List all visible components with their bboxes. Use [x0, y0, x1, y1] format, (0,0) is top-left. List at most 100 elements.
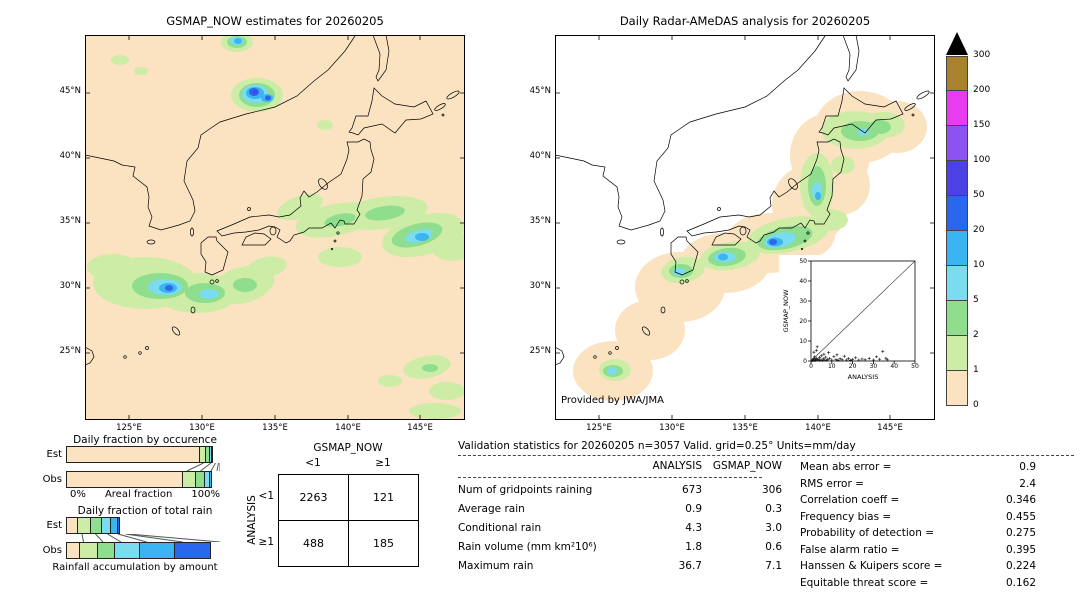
- stat-label: Average rain: [458, 503, 525, 515]
- colorbar-over-max-triangle: [946, 32, 968, 55]
- est-row-label: Est: [46, 520, 62, 531]
- metric-label: Mean abs error =: [800, 461, 892, 473]
- totalrain-est-bar: [66, 517, 216, 534]
- stat-label: Maximum rain: [458, 560, 534, 572]
- stat-analysis-value: 36.7: [678, 560, 702, 572]
- occurrence-obs-row: Obs: [40, 471, 232, 488]
- metric-value: 0.224: [1005, 560, 1036, 572]
- metric-row: Mean abs error = 0.9: [800, 459, 1036, 476]
- metric-label: False alarm ratio =: [800, 543, 900, 556]
- inset-x-tick: 50: [911, 363, 919, 370]
- colorbar: 300 200 150 100 50 20 10 5 2 1 0: [946, 32, 990, 410]
- colorbar-label: 150: [973, 120, 991, 130]
- gsmap-map-svg: [85, 35, 465, 420]
- lat-tick: 25°N: [529, 346, 551, 356]
- validation-stats: Validation statistics for 20260205 n=305…: [458, 440, 1074, 591]
- inset-y-tick: 40: [799, 278, 807, 285]
- bar-segment: [182, 471, 196, 488]
- colorbar-labels: 300 200 150 100 50 20 10 5 2 1 0: [973, 50, 1007, 410]
- stat-gsmap-value: 3.0: [765, 522, 782, 534]
- colorbar-label: 300: [973, 50, 991, 60]
- contingency-cell: 2263: [279, 475, 349, 521]
- bar-segment: [209, 471, 212, 488]
- stats-title: Validation statistics for 20260205 n=305…: [458, 440, 856, 452]
- est-row-label: Est: [46, 449, 62, 460]
- contingency-col-label: <1: [305, 457, 321, 469]
- inset-y-axis-label: GSMAP_NOW: [782, 289, 790, 332]
- lat-tick: 35°N: [529, 216, 551, 226]
- metric-value: 0.162: [1005, 576, 1036, 589]
- stats-row: Num of gridpoints raining 673 306: [458, 481, 782, 500]
- contingency-cell: 488: [279, 521, 349, 567]
- lat-tick: 40°N: [529, 151, 551, 161]
- axis-max-label: 100%: [191, 489, 220, 500]
- lat-tick: 30°N: [59, 281, 81, 291]
- bar-segment: [210, 446, 213, 463]
- stat-gsmap-value: 7.1: [765, 560, 782, 572]
- inset-points: [810, 345, 889, 363]
- metric-row: Hanssen & Kuipers score = 0.224: [800, 558, 1036, 575]
- metric-value: 0.395: [1005, 543, 1036, 556]
- contingency-row-label: <1: [258, 490, 274, 502]
- metric-value: 0.275: [1005, 527, 1036, 539]
- stats-metrics: Mean abs error = 0.9 RMS error = 2.4 Corre…: [800, 459, 1036, 591]
- colorbar-label: 50: [973, 190, 985, 200]
- colorbar-segment: [946, 196, 968, 231]
- stat-gsmap-value: 0.3: [765, 503, 782, 515]
- lat-tick: 30°N: [529, 281, 551, 291]
- colorbar-label: 0: [973, 400, 979, 410]
- inset-x-tick: 30: [870, 363, 878, 370]
- bar-segment: [66, 446, 200, 463]
- metric-label: Hanssen & Kuipers score =: [800, 560, 943, 572]
- colorbar-segment: [946, 161, 968, 196]
- metric-row: Equitable threat score = 0.162: [800, 575, 1036, 592]
- gsmap-map-panel: 45°N 40°N 35°N 30°N 25°N 125°E 130°E 135…: [60, 35, 465, 433]
- colorbar-segment: [946, 301, 968, 336]
- colorbar-label: 20: [973, 225, 985, 235]
- inset-x-tick: 20: [849, 363, 857, 370]
- lon-tick: 125°E: [586, 423, 612, 433]
- colorbar-segment: [946, 371, 968, 406]
- bar-segment: [97, 542, 115, 559]
- contingency-table: GSMAP_NOW <1 ≥1 ANALYSIS <1 ≥1 2263 121 …: [246, 442, 423, 592]
- radar-map-panel: 45°N 40°N 35°N 30°N 25°N 125°E 130°E 135…: [530, 35, 935, 433]
- occurrence-obs-bar: [66, 471, 216, 488]
- inset-x-axis-label: ANALYSIS: [848, 373, 879, 381]
- colorbar-segment: [946, 126, 968, 161]
- lat-tick: 45°N: [59, 86, 81, 96]
- totalrain-chart-title: Daily fraction of total rain: [77, 505, 213, 517]
- colorbar-label: 200: [973, 85, 991, 95]
- metric-row: Correlation coeff = 0.346: [800, 492, 1036, 509]
- inset-diagonal-line: [810, 260, 916, 362]
- totalrain-obs-row: Obs: [40, 542, 232, 559]
- lat-tick: 35°N: [59, 216, 81, 226]
- areal-fraction-axis: 0% Areal fraction 100%: [70, 488, 220, 501]
- inset-y-tick: 50: [799, 258, 807, 265]
- stat-label: Conditional rain: [458, 522, 542, 534]
- bar-segment: [138, 542, 175, 559]
- inset-axis-ticks: [808, 260, 916, 364]
- totalrain-axis-title: Rainfall accumulation by amount: [52, 562, 218, 573]
- fraction-charts: Daily fraction by occurence Est Obs 0% A…: [40, 434, 232, 573]
- metric-row: Probability of detection = 0.275: [800, 525, 1036, 542]
- stats-row: Rain volume (mm km²10⁶) 1.8 0.6: [458, 538, 782, 557]
- stat-analysis-value: 0.9: [685, 503, 702, 515]
- stats-row: Conditional rain 4.3 3.0: [458, 519, 782, 538]
- stat-analysis-value: 673: [681, 484, 702, 496]
- inset-y-tick: 30: [799, 298, 807, 305]
- scatter-inset-svg: 0 10 20 30 40 50 0 10 20 30 40 50 ANALYS…: [782, 258, 919, 381]
- lon-tick: 145°E: [877, 423, 903, 433]
- inset-x-tick: 40: [890, 363, 898, 370]
- colorbar-label: 100: [973, 155, 991, 165]
- colorbar-segment: [946, 336, 968, 371]
- inset-y-tick: 20: [799, 318, 807, 325]
- lon-tick: 135°E: [262, 423, 288, 433]
- bar-segment: [173, 542, 211, 559]
- lon-tick: 125°E: [116, 423, 142, 433]
- lon-tick: 140°E: [805, 423, 831, 433]
- contingency-col-label: ≥1: [375, 457, 391, 469]
- radar-map-svg: [555, 35, 935, 420]
- contingency-col-group-label: GSMAP_NOW: [313, 442, 383, 454]
- stats-row: Maximum rain 36.7 7.1: [458, 557, 782, 576]
- occurrence-connectors: [70, 463, 220, 471]
